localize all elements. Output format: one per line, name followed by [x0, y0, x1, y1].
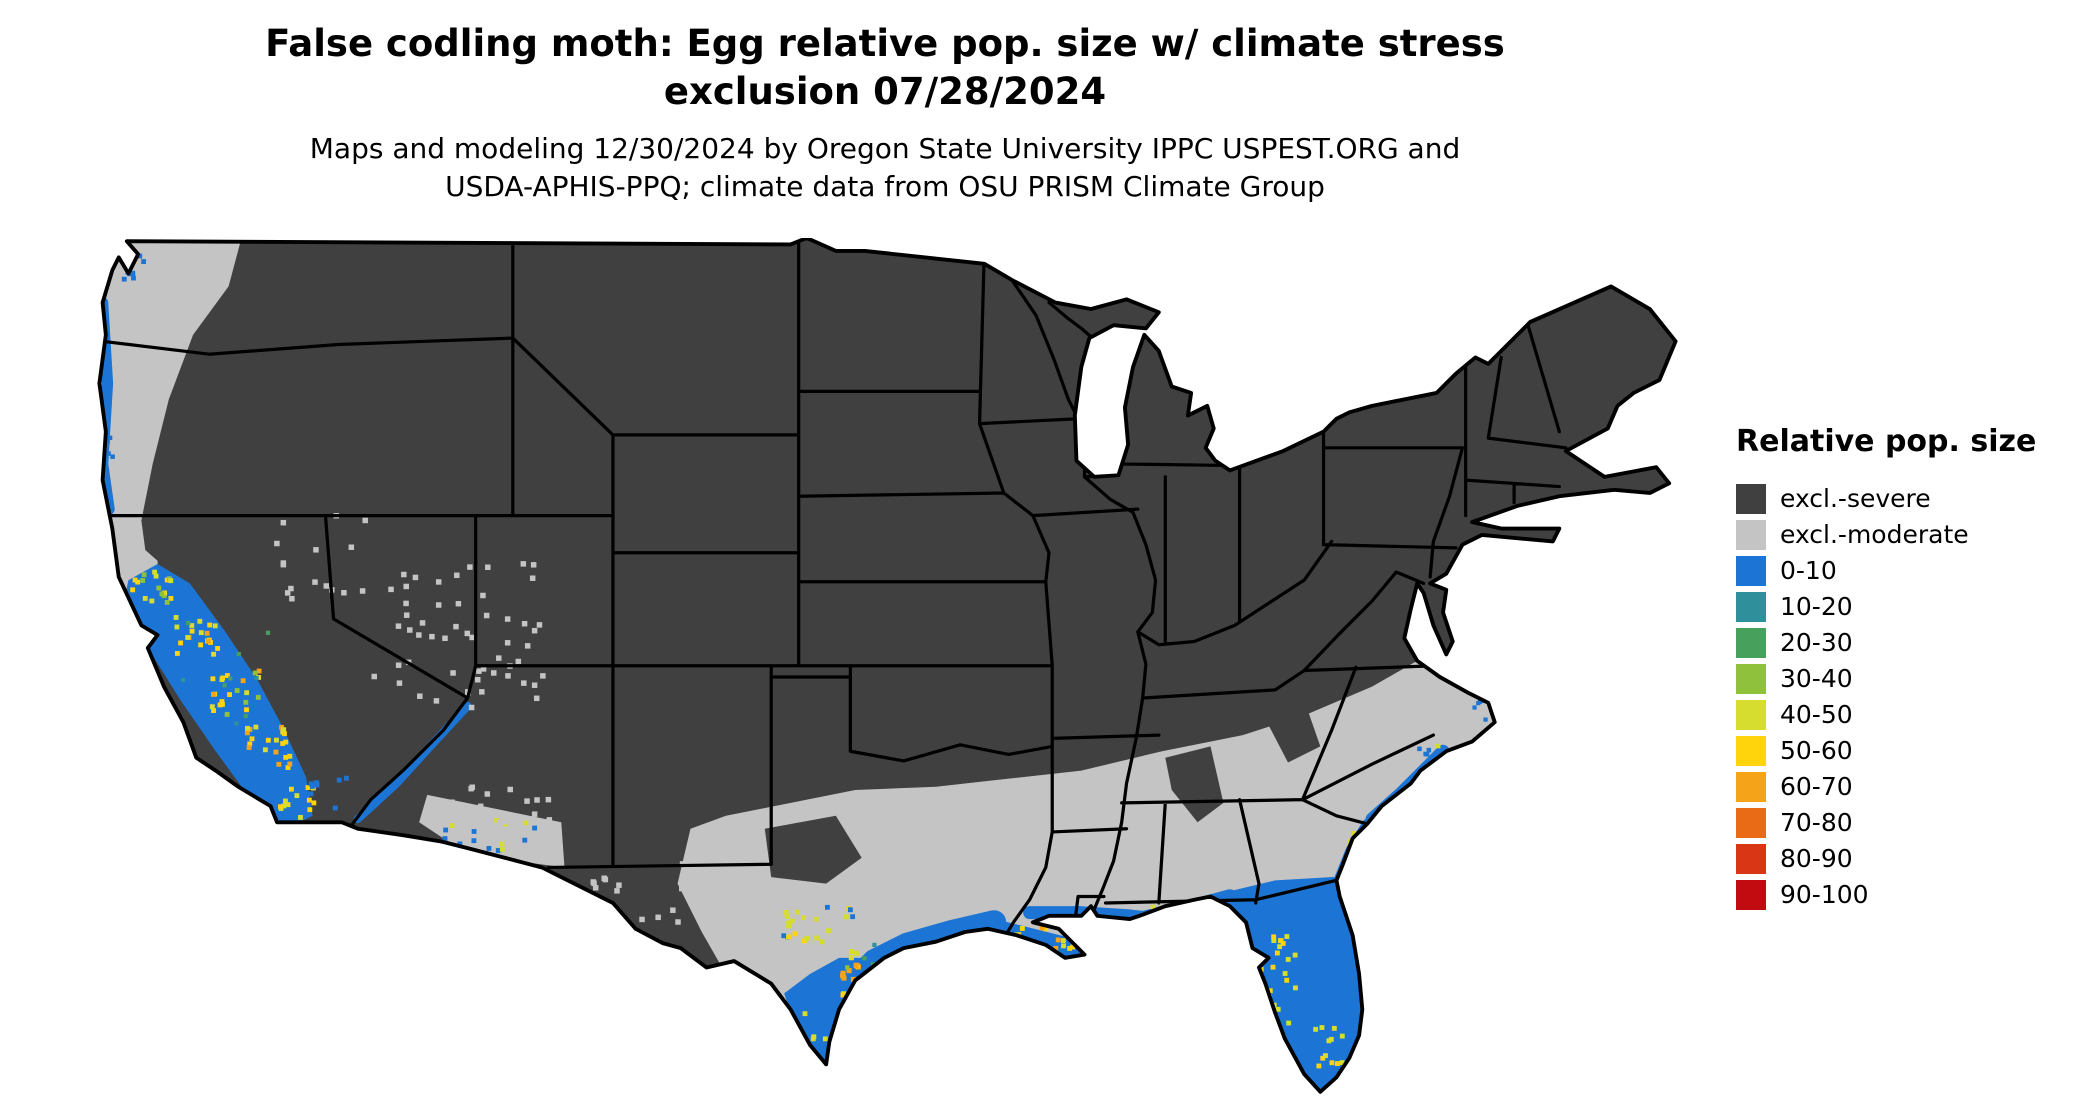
map-subtitle-line1: Maps and modeling 12/30/2024 by Oregon S…: [309, 132, 1461, 165]
legend-label: 30-40: [1780, 664, 1853, 693]
legend-swatch: [1736, 664, 1766, 694]
map-title: False codling moth: Egg relative pop. si…: [0, 20, 1770, 116]
legend-item: 10-20: [1736, 589, 2076, 625]
legend-label: 10-20: [1780, 592, 1853, 621]
legend-swatch: [1736, 592, 1766, 622]
map-subtitle-line2: USDA-APHIS-PPQ; climate data from OSU PR…: [445, 170, 1325, 203]
legend-swatch: [1736, 556, 1766, 586]
legend-swatch: [1736, 808, 1766, 838]
legend-label: excl.-severe: [1780, 484, 1931, 513]
legend-swatch: [1736, 880, 1766, 910]
legend-swatch: [1736, 736, 1766, 766]
legend-item: excl.-severe: [1736, 481, 2076, 517]
legend-swatch: [1736, 628, 1766, 658]
legend-swatch: [1736, 772, 1766, 802]
legend-item: excl.-moderate: [1736, 517, 2076, 553]
legend-item: 60-70: [1736, 769, 2076, 805]
legend-label: excl.-moderate: [1780, 520, 1969, 549]
legend-item: 30-40: [1736, 661, 2076, 697]
legend-label: 80-90: [1780, 844, 1853, 873]
legend-swatch: [1736, 484, 1766, 514]
legend-label: 70-80: [1780, 808, 1853, 837]
map-title-line2: exclusion 07/28/2024: [663, 70, 1107, 113]
legend-label: 50-60: [1780, 736, 1853, 765]
legend-item: 50-60: [1736, 733, 2076, 769]
legend-item: 0-10: [1736, 553, 2076, 589]
map-subtitle: Maps and modeling 12/30/2024 by Oregon S…: [0, 130, 1770, 206]
legend-label: 40-50: [1780, 700, 1853, 729]
legend-item: 20-30: [1736, 625, 2076, 661]
legend-swatch: [1736, 520, 1766, 550]
legend-item: 40-50: [1736, 697, 2076, 733]
legend-item: 70-80: [1736, 805, 2076, 841]
map-title-line1: False codling moth: Egg relative pop. si…: [265, 22, 1505, 65]
us-map: [97, 238, 1678, 1094]
legend-item: 90-100: [1736, 877, 2076, 913]
legend-label: 0-10: [1780, 556, 1837, 585]
legend-swatch: [1736, 700, 1766, 730]
legend-label: 60-70: [1780, 772, 1853, 801]
legend-item: 80-90: [1736, 841, 2076, 877]
legend-items: excl.-severe excl.-moderate 0-10 10-20 20-30…: [1736, 481, 2076, 913]
map-legend: Relative pop. size excl.-severe excl.-mod…: [1736, 424, 2076, 913]
legend-swatch: [1736, 844, 1766, 874]
legend-label: 20-30: [1780, 628, 1853, 657]
legend-title: Relative pop. size: [1736, 424, 2037, 459]
legend-label: 90-100: [1780, 880, 1869, 909]
